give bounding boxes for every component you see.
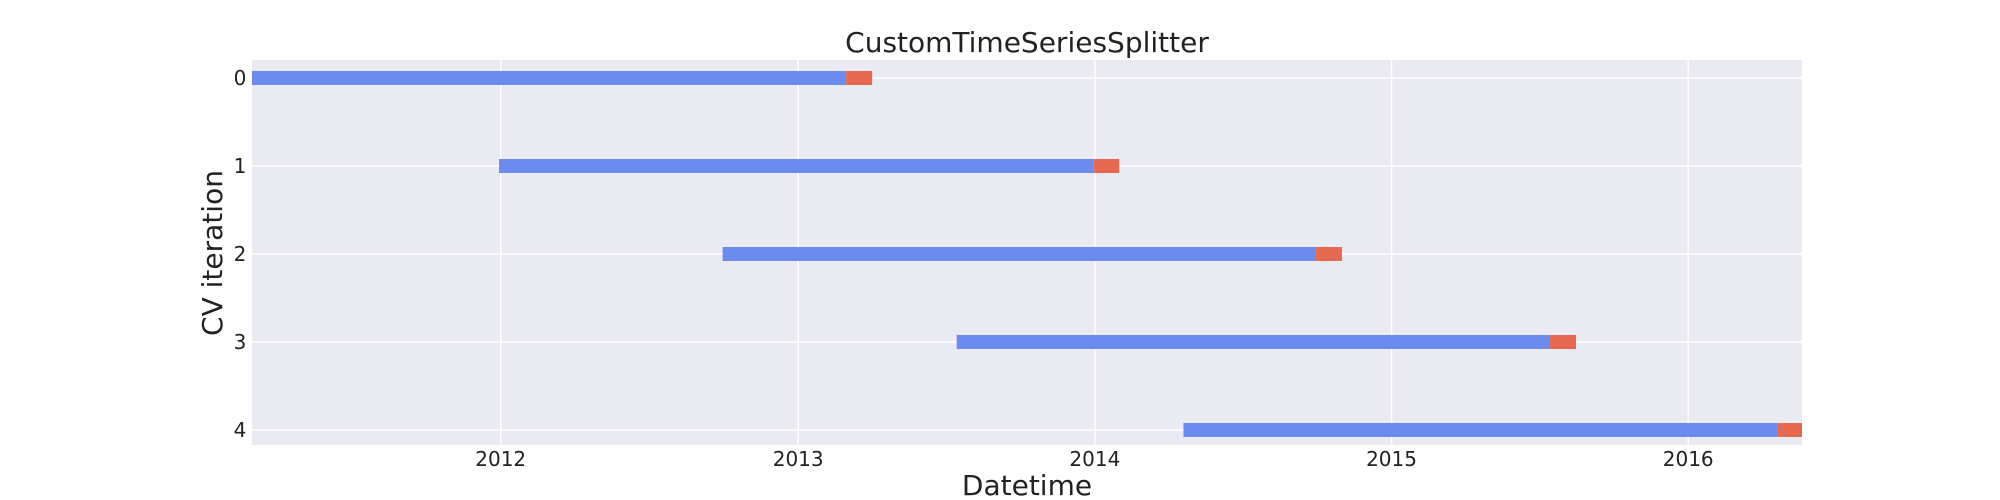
x-tick-label: 2014 [1069,447,1120,471]
y-tick-label: 2 [234,242,247,266]
test-bar [846,71,873,85]
y-tick-label: 3 [234,330,247,354]
train-bar [722,247,1316,261]
test-bar [1093,159,1120,173]
train-bar [956,335,1551,349]
train-bar [499,159,1094,173]
train-bar [1183,423,1778,437]
test-bar [1550,335,1577,349]
x-axis-label: Datetime [962,469,1092,500]
y-tick-label: 0 [234,66,247,90]
test-bar [1315,247,1342,261]
y-axis-label: CV iteration [196,170,229,336]
bars [252,71,1802,437]
y-tick-label: 1 [234,154,247,178]
x-tick-label: 2012 [475,447,526,471]
test-bar [1777,423,1802,437]
ticks: 2012 2013 2014 2015 2016 0 1 2 3 4 [234,66,1714,471]
train-bar [252,71,847,85]
y-tick-label: 4 [234,418,247,442]
chart-title: CustomTimeSeriesSplitter [845,26,1209,59]
x-tick-label: 2015 [1366,447,1417,471]
x-tick-label: 2013 [773,447,824,471]
x-tick-label: 2016 [1663,447,1714,471]
